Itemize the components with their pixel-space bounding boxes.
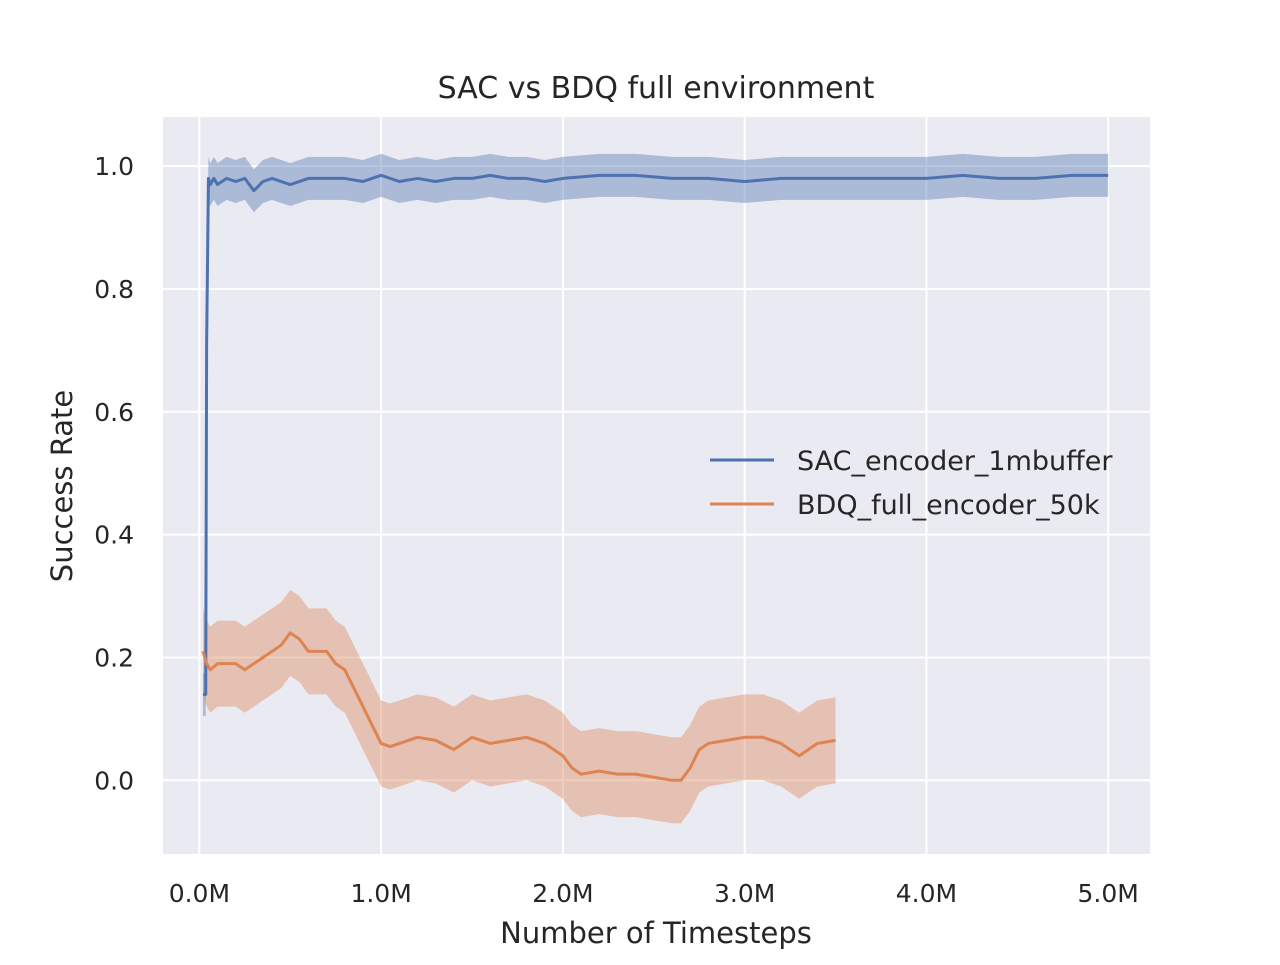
series-line-bdq	[201, 631, 836, 782]
y-tick-label: 0.6	[94, 398, 134, 427]
x-tick-label: 3.0M	[714, 879, 775, 908]
x-axis-ticks: 0.0M 1.0M 2.0M 3.0M 4.0M 5.0M	[169, 879, 1139, 908]
x-tick-label: 1.0M	[350, 879, 411, 908]
grid-lines	[163, 117, 1150, 854]
y-axis-ticks: 0.0 0.2 0.4 0.6 0.8 1.0	[94, 152, 134, 795]
chart-title: SAC vs BDQ full environment	[438, 71, 875, 106]
legend-label-bdq: BDQ_full_encoder_50k	[797, 490, 1100, 521]
band-bdq	[202, 589, 836, 824]
x-tick-label: 2.0M	[532, 879, 593, 908]
y-tick-label: 1.0	[94, 152, 134, 181]
plot-area	[163, 117, 1150, 854]
x-tick-label: 4.0M	[896, 879, 957, 908]
confidence-bands	[202, 153, 1109, 824]
y-tick-label: 0.0	[94, 766, 134, 795]
legend: SAC_encoder_1mbuffer BDQ_full_encoder_50…	[710, 446, 1113, 521]
x-tick-label: 0.0M	[169, 879, 230, 908]
x-tick-label: 5.0M	[1078, 879, 1139, 908]
series-line-sac	[202, 173, 1109, 696]
y-axis-label: Success Rate	[45, 390, 79, 582]
y-tick-label: 0.4	[94, 521, 134, 550]
y-tick-label: 0.8	[94, 275, 134, 304]
legend-label-sac: SAC_encoder_1mbuffer	[797, 446, 1113, 477]
x-axis-label: Number of Timesteps	[500, 916, 812, 950]
series-lines	[201, 173, 1109, 782]
y-tick-label: 0.2	[94, 643, 134, 672]
